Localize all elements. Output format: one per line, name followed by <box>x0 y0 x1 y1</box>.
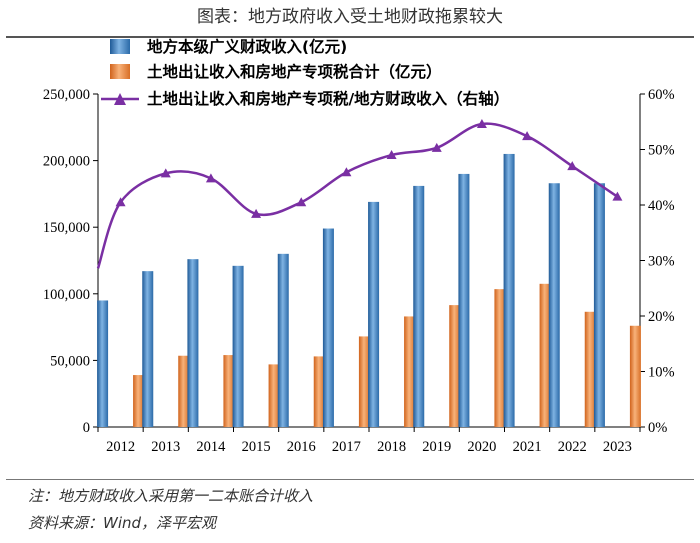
bar-local-fiscal-revenue <box>322 228 334 427</box>
bar-land-revenue <box>449 305 461 427</box>
x-axis-tick-label: 2018 <box>377 439 406 455</box>
bar-local-fiscal-revenue <box>232 265 244 427</box>
bar-local-fiscal-revenue <box>503 153 515 427</box>
bar-local-fiscal-revenue <box>97 300 109 427</box>
line-point-marker <box>115 197 126 207</box>
bar-land-revenue <box>178 355 190 427</box>
x-axis-tick-label: 2015 <box>242 439 271 455</box>
left-axis-tick-label: 50,000 <box>50 353 90 369</box>
left-axis-tick-label: 200,000 <box>43 154 90 170</box>
x-axis-tick-label: 2012 <box>106 439 135 455</box>
legend-item-local-fiscal-revenue-swatch <box>110 39 130 54</box>
x-axis-tick-label: 2013 <box>151 439 180 455</box>
line-point-marker <box>476 118 487 128</box>
x-axis-tick-label: 2022 <box>558 439 587 455</box>
bar-local-fiscal-revenue <box>277 253 289 427</box>
left-axis-tick-label: 150,000 <box>43 220 90 236</box>
bar-local-fiscal-revenue <box>458 173 470 427</box>
bar-land-revenue <box>313 356 325 427</box>
line-point-marker <box>205 173 216 183</box>
right-axis-tick-label: 50% <box>648 143 675 159</box>
x-axis-tick-label: 2019 <box>422 439 451 455</box>
bar-land-revenue <box>223 355 235 427</box>
bar-local-fiscal-revenue <box>187 259 199 427</box>
legend-item-land-ratio-marker <box>114 93 126 105</box>
legend-item-land-revenue-label: 土地出让收入和房地产专项税合计（亿元） <box>147 62 442 81</box>
legend-item-local-fiscal-revenue-label: 地方本级广义财政收入(亿元) <box>147 37 347 56</box>
right-axis-tick-label: 10% <box>648 365 675 381</box>
left-axis-tick-label: 0 <box>83 420 90 436</box>
series-line-land-ratio <box>96 122 619 269</box>
bar-land-revenue <box>133 375 145 427</box>
line-point-marker <box>160 168 171 178</box>
x-axis-tick-label: 2023 <box>603 439 632 455</box>
line-point-marker <box>341 167 352 177</box>
header-divider <box>6 36 694 38</box>
bar-land-revenue <box>629 325 641 427</box>
chart-header-title: 图表：地方政府收入受土地财政拖累较大 <box>197 7 503 27</box>
bar-local-fiscal-revenue <box>368 201 380 427</box>
right-axis-tick-label: 30% <box>648 254 675 270</box>
left-axis-tick-label: 250,000 <box>43 87 90 103</box>
bar-land-revenue <box>539 283 551 427</box>
line-point-marker <box>431 142 442 152</box>
x-axis-tick-label: 2021 <box>513 439 542 455</box>
line-point-marker <box>567 161 578 171</box>
bar-local-fiscal-revenue <box>142 271 154 427</box>
bar-land-revenue <box>584 311 596 427</box>
right-axis-tick-label: 20% <box>648 309 675 325</box>
right-axis-tick-label: 0% <box>648 420 667 436</box>
line-point-marker <box>251 208 262 218</box>
x-axis-tick-label: 2016 <box>287 439 316 455</box>
bar-local-fiscal-revenue <box>413 185 425 427</box>
x-axis-tick-label: 2014 <box>196 439 226 455</box>
bar-land-revenue <box>358 336 370 427</box>
legend-item-land-ratio-label: 土地出让收入和房地产专项税/地方财政收入（右轴） <box>147 89 509 108</box>
left-axis-tick-label: 100,000 <box>43 287 90 303</box>
right-axis-tick-label: 40% <box>648 198 675 214</box>
x-axis-tick-label: 2017 <box>332 439 361 455</box>
line-point-marker <box>386 150 397 160</box>
line-point-marker <box>296 197 307 207</box>
chart-footnote: 注：地方财政收入采用第一二本账合计收入 <box>28 487 314 505</box>
chart: 0 50,000 100,000 150,000 200,000 250,000 0% 10%… <box>43 37 675 455</box>
line-point-marker <box>612 191 623 201</box>
bar-local-fiscal-revenue <box>593 183 605 427</box>
bar-land-revenue <box>268 364 280 427</box>
right-axis-tick-label: 60% <box>648 87 675 103</box>
bar-land-revenue <box>404 316 416 427</box>
line-point-marker <box>522 131 533 141</box>
legend-item-land-revenue-swatch <box>110 64 130 79</box>
footer-divider <box>6 479 694 480</box>
bar-local-fiscal-revenue <box>548 183 560 427</box>
chart-source: 资料来源：Wind，泽平宏观 <box>28 514 217 532</box>
x-axis-tick-label: 2020 <box>467 439 496 455</box>
bar-land-revenue <box>494 289 506 427</box>
